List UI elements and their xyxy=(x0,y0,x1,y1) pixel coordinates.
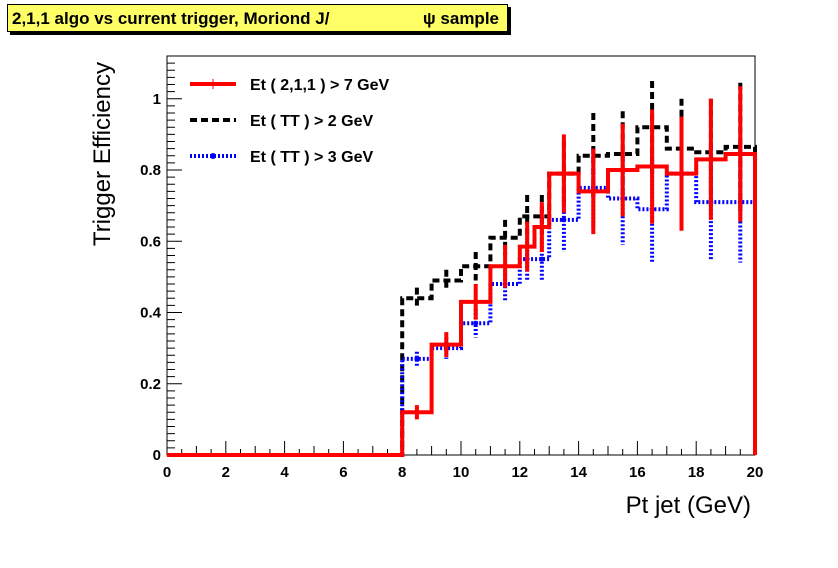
x-tick-label: 18 xyxy=(688,464,705,481)
legend: Et ( 2,1,1 ) > 7 GeV Et ( TT ) > 2 GeV Et … xyxy=(190,77,390,166)
series-line xyxy=(167,151,757,457)
chart-title-suffix: ψ sample xyxy=(422,9,499,28)
legend-label-2: Et ( TT ) > 3 GeV xyxy=(250,149,373,166)
title-box: 2,1,1 algo vs current trigger, Moriond J… xyxy=(7,4,508,32)
legend-marker xyxy=(210,153,216,159)
series-0 xyxy=(167,86,757,457)
x-tick-label: 10 xyxy=(453,464,470,481)
series-1 xyxy=(167,80,757,457)
y-tick-label: 0.4 xyxy=(140,305,162,322)
data-point xyxy=(473,320,479,326)
x-tick-label: 8 xyxy=(398,464,406,481)
data-point xyxy=(561,217,567,223)
x-axis-title: Pt jet (GeV) xyxy=(626,492,751,519)
x-tick-label: 12 xyxy=(511,464,528,481)
series-layer xyxy=(167,80,757,457)
x-tick-label: 2 xyxy=(222,464,230,481)
x-tick-label: 4 xyxy=(280,464,289,481)
y-tick-label: 0 xyxy=(153,447,161,464)
x-tick-label: 0 xyxy=(163,464,171,481)
legend-label-1: Et ( TT ) > 2 GeV xyxy=(250,113,373,130)
y-tick-label: 0.8 xyxy=(140,162,161,179)
data-point xyxy=(414,356,420,362)
data-point xyxy=(539,256,545,262)
x-tick-label: 20 xyxy=(747,464,764,481)
axes: 0 2 4 6 8 10 12 14 16 18 20 0 0.2 0.4 0.6 0.8 1 Pt jet (G… xyxy=(89,55,764,519)
x-tick-label: 16 xyxy=(629,464,646,481)
legend-label-0: Et ( 2,1,1 ) > 7 GeV xyxy=(250,77,390,94)
y-tick-label: 0.6 xyxy=(140,233,161,250)
y-axis-title: Trigger Efficiency xyxy=(89,62,116,246)
x-tick-label: 6 xyxy=(339,464,347,481)
y-tick-label: 1 xyxy=(153,91,161,108)
chart-title: 2,1,1 algo vs current trigger, Moriond J… xyxy=(12,9,330,28)
x-tick-label: 14 xyxy=(570,464,587,481)
y-tick-label: 0.2 xyxy=(140,376,161,393)
